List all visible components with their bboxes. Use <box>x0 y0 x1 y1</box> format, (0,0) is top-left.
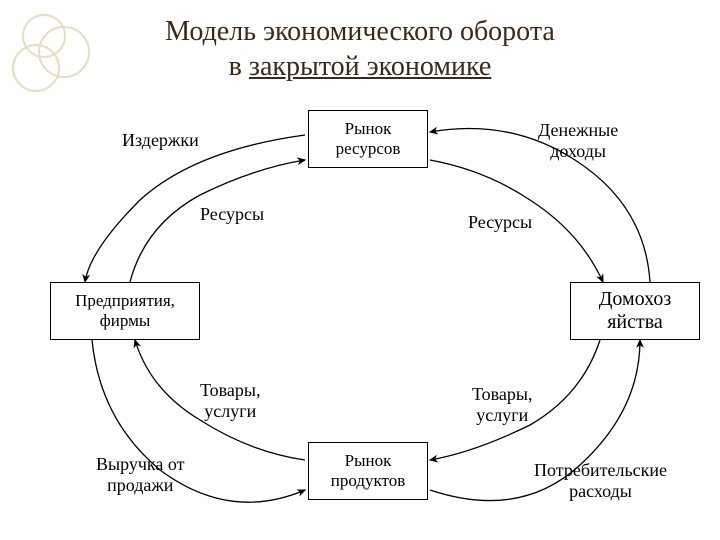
slide: Модель экономического оборота в закрытой… <box>0 0 720 540</box>
node-households-label: Домохозяйства <box>599 288 672 334</box>
node-product-market-label: Рынокпродуктов <box>331 451 406 491</box>
node-firms: Предприятия,фирмы <box>50 282 200 340</box>
label-revenue: Выручка отпродажи <box>96 454 185 496</box>
node-households: Домохозяйства <box>570 282 700 340</box>
node-firms-label: Предприятия,фирмы <box>75 291 175 331</box>
label-resources-right: Ресурсы <box>468 212 532 233</box>
title-line2-pre: в <box>229 51 249 82</box>
label-costs: Издержки <box>122 130 199 151</box>
arrow-outer-top-left <box>85 135 305 282</box>
label-resources-left: Ресурсы <box>200 204 264 225</box>
slide-title: Модель экономического оборота в закрытой… <box>0 14 720 84</box>
label-goods-left: Товары,услуги <box>200 380 261 422</box>
title-line2-underline: закрытой экономике <box>249 51 491 82</box>
label-spending: Потребительскиерасходы <box>534 460 667 502</box>
label-income: Денежныедоходы <box>538 120 618 162</box>
node-product-market: Рынокпродуктов <box>308 442 428 500</box>
node-resource-market-label: Рынокресурсов <box>336 119 401 159</box>
node-resource-market: Рынокресурсов <box>308 110 428 168</box>
title-line1: Модель экономического оборота <box>165 16 555 47</box>
label-goods-right: Товары,услуги <box>472 384 533 426</box>
